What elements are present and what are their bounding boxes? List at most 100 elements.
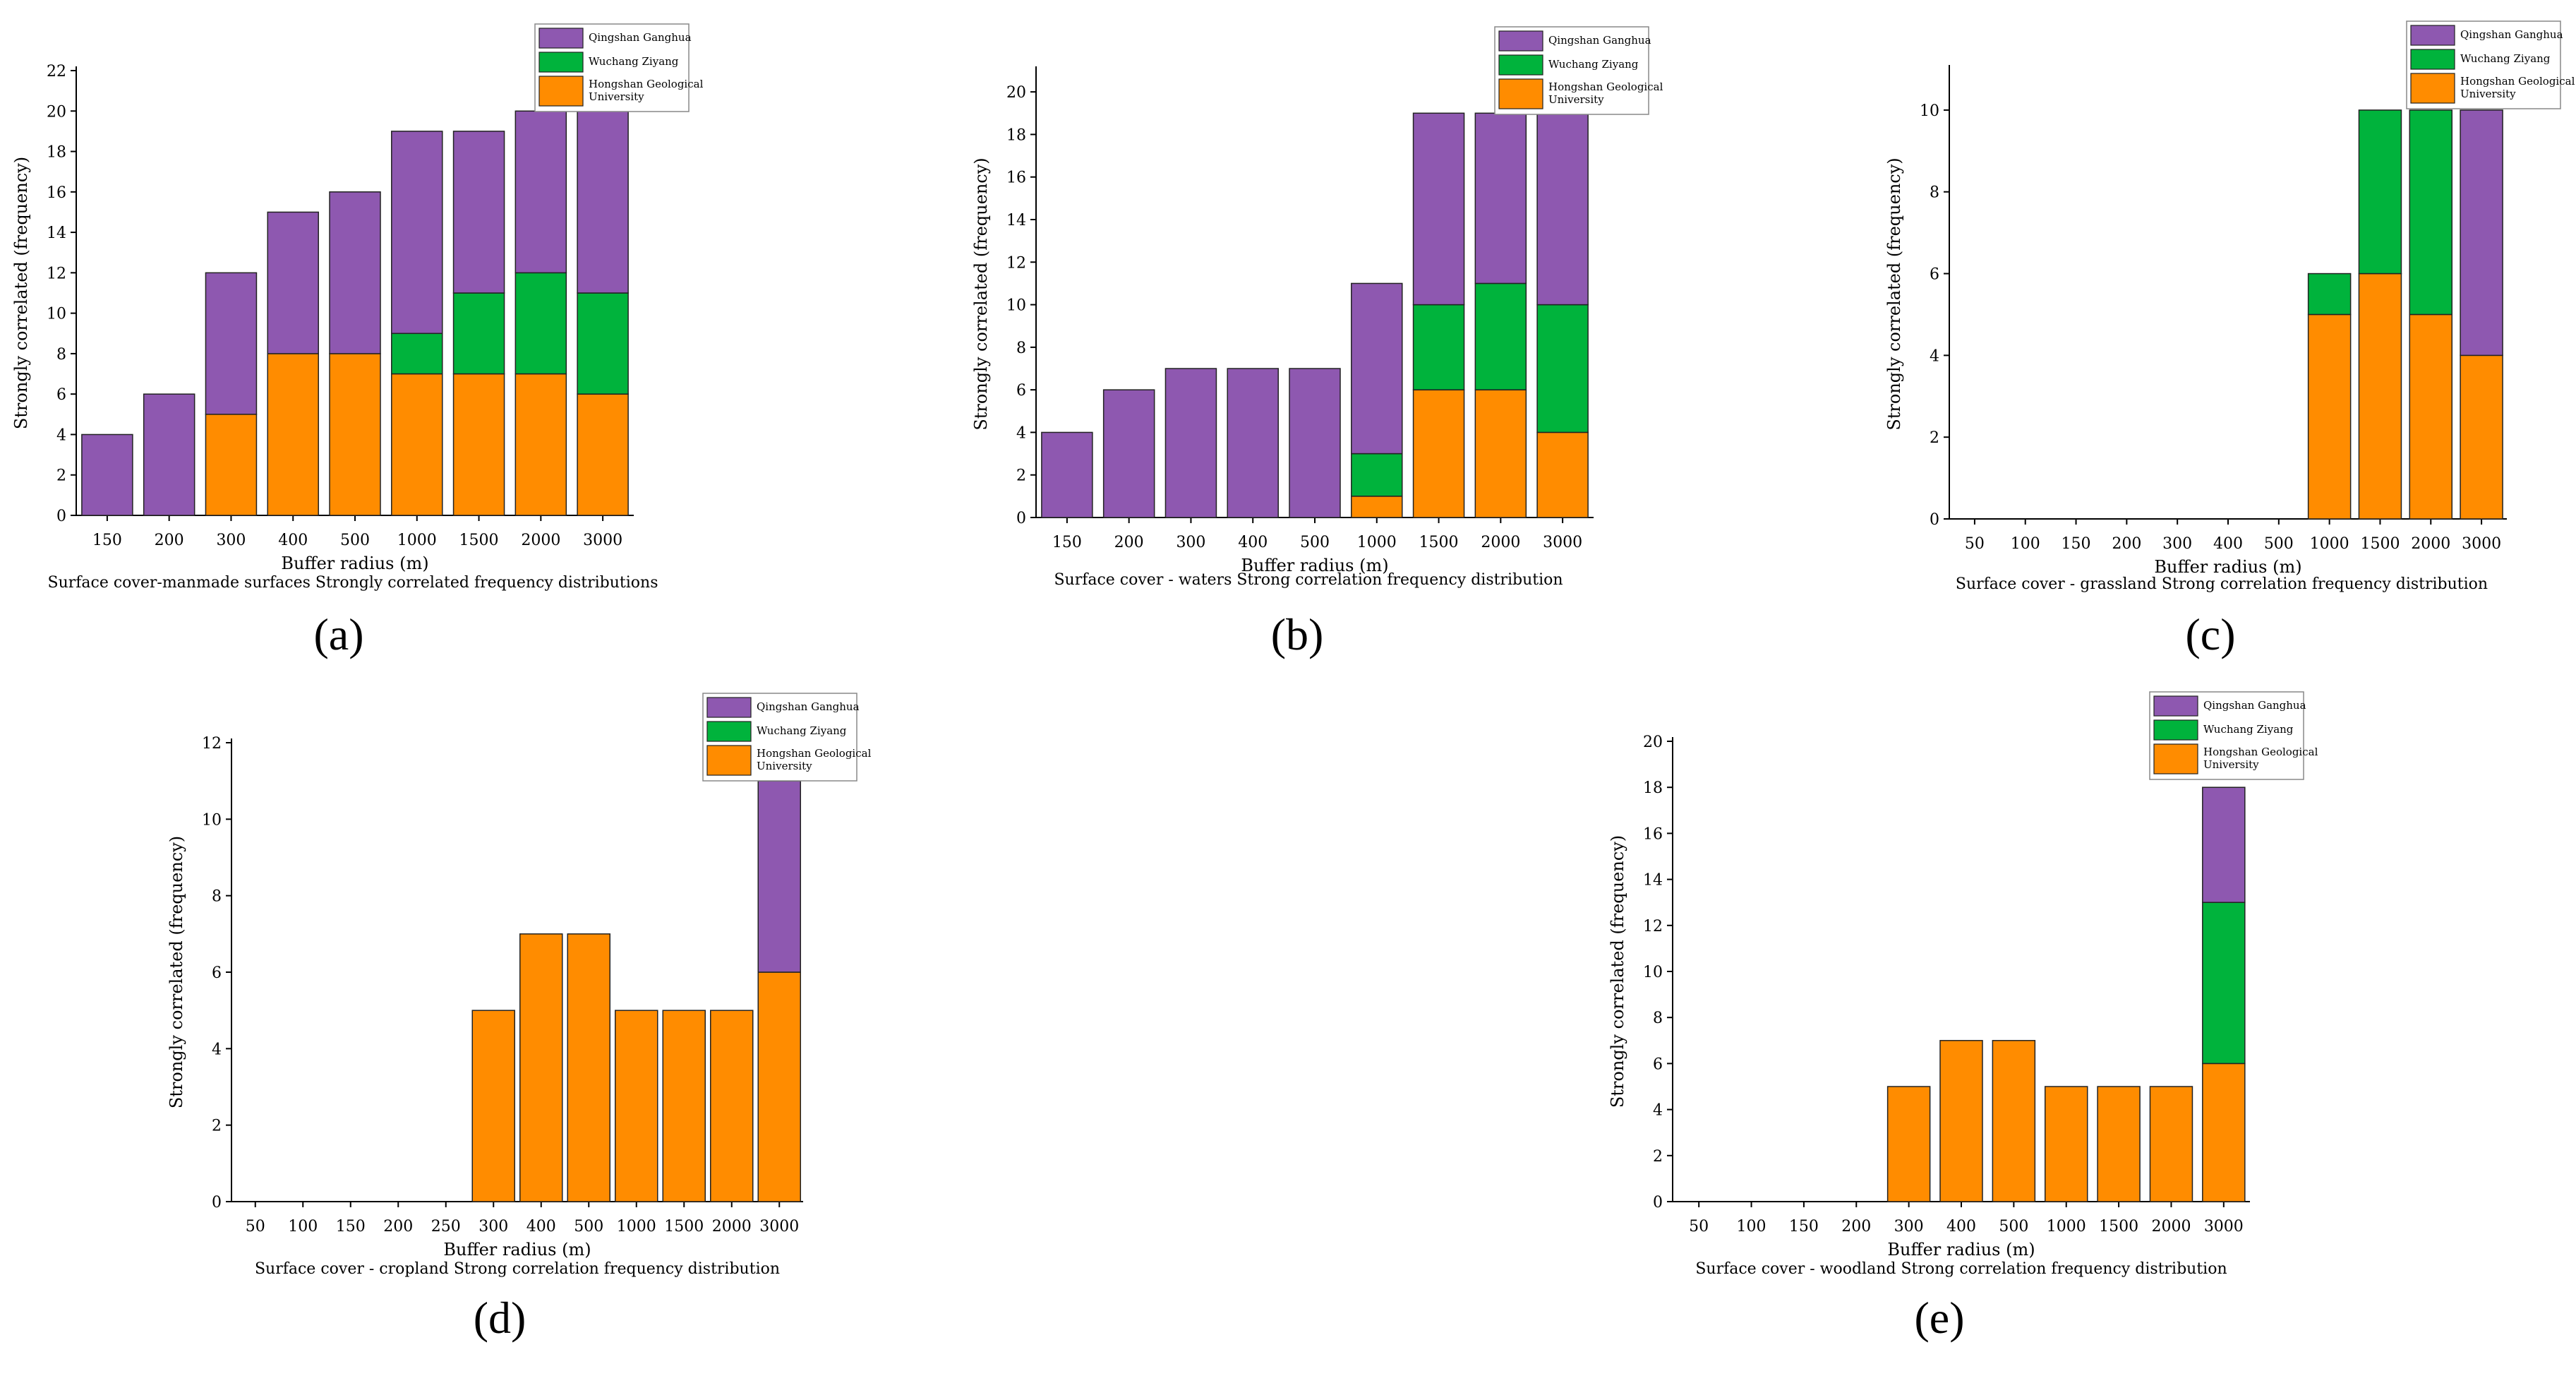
y-tick-label: 20: [47, 103, 66, 121]
bar-segment: [81, 433, 133, 516]
y-tick-label: 6: [56, 386, 66, 404]
bar-segment: [143, 393, 195, 516]
y-tick-label: 0: [1016, 510, 1026, 527]
x-tick-label: 3000: [2204, 1218, 2244, 1236]
y-tick-label: 2: [56, 467, 66, 485]
bar-segment: [662, 1010, 706, 1202]
x-axis-title: Buffer radius (m): [1887, 1240, 2035, 1260]
x-tick-label: 1000: [617, 1218, 656, 1236]
x-tick-label: 3000: [2462, 535, 2501, 553]
x-tick-label: 1500: [664, 1218, 704, 1236]
bar-segment: [2202, 1063, 2246, 1202]
legend-swatch: [2410, 73, 2455, 104]
x-tick-label: 50: [1965, 535, 1985, 553]
y-tick-label: 2: [1930, 429, 1939, 447]
x-axis-title: Buffer radius (m): [443, 1240, 591, 1260]
legend-swatch: [538, 28, 584, 49]
y-tick-label: 6: [1016, 382, 1026, 400]
bar-segment: [329, 353, 381, 516]
y-tick-label: 16: [47, 184, 66, 202]
legend-label-line2: University: [1548, 93, 1604, 106]
y-tick-label: 20: [1643, 734, 1663, 751]
x-tick-label: 400: [278, 532, 308, 549]
y-tick-label: 16: [1643, 825, 1663, 843]
bar-segment: [1412, 304, 1465, 390]
y-tick-label: 4: [56, 426, 66, 444]
x-tick-label: 250: [431, 1218, 461, 1236]
bar-segment: [1992, 1040, 2036, 1202]
bar-segment: [615, 1010, 658, 1202]
x-tick-label: 500: [574, 1218, 603, 1236]
bar-segment: [757, 971, 801, 1202]
y-tick-label: 22: [47, 63, 66, 80]
bar-segment: [1939, 1040, 1983, 1202]
bar-segment: [2409, 109, 2453, 316]
legend-label: Wuchang Ziyang: [2460, 52, 2551, 65]
x-tick-label: 300: [1176, 534, 1205, 551]
bar-segment: [757, 780, 801, 973]
legend-swatch: [538, 52, 584, 73]
legend-label: Hongshan Geological: [589, 78, 704, 90]
x-tick-label: 100: [2011, 535, 2040, 553]
x-axis-title: Buffer radius (m): [1241, 556, 1388, 575]
chart-panel-c: 0 2 4 6 8 10 50 100 150 200 300 400 500 1000 1500 2000 3…: [1884, 20, 2575, 659]
x-tick-label: 2000: [2151, 1218, 2191, 1236]
bar-segment: [577, 110, 629, 294]
y-tick-label: 0: [56, 508, 66, 525]
legend-label: Qingshan Ganghua: [2460, 28, 2563, 41]
bar-segment: [391, 333, 443, 375]
bar-segment: [1351, 282, 1403, 455]
x-tick-label: 500: [1999, 1218, 2028, 1236]
y-tick-label: 18: [47, 144, 66, 162]
x-tick-label: 2000: [712, 1218, 752, 1236]
legend-label-line2: University: [757, 760, 812, 772]
x-tick-label: 50: [1689, 1218, 1709, 1236]
legend-swatch: [2153, 695, 2198, 717]
legend-label: Wuchang Ziyang: [2203, 723, 2294, 736]
legend-label: Qingshan Ganghua: [1548, 34, 1651, 47]
y-tick-label: 4: [1930, 347, 1939, 365]
y-tick-label: 2: [212, 1118, 222, 1135]
legend-swatch: [538, 76, 584, 107]
x-tick-label: 3000: [1543, 534, 1582, 551]
x-tick-label: 1500: [1419, 534, 1459, 551]
bar-segment: [2307, 313, 2352, 520]
y-tick-label: 10: [1643, 964, 1663, 981]
bar-segment: [710, 1010, 754, 1202]
bar-segment: [267, 353, 319, 516]
bar-segment: [2044, 1086, 2088, 1202]
y-tick-label: 4: [1016, 424, 1026, 442]
x-tick-label: 300: [2162, 535, 2192, 553]
x-tick-label: 150: [1052, 534, 1082, 551]
bar-segment: [2358, 109, 2402, 275]
bar-segment: [329, 191, 381, 354]
x-tick-label: 200: [383, 1218, 413, 1236]
y-tick-label: 8: [212, 888, 222, 906]
legend-label: Hongshan Geological: [1548, 80, 1663, 93]
legend-label: Wuchang Ziyang: [589, 55, 679, 68]
bar-segment: [267, 211, 319, 354]
bar-segment: [2409, 313, 2453, 520]
chart-caption: Surface cover - waters Strong correlatio…: [1054, 571, 1563, 589]
y-tick-label: 12: [47, 265, 66, 282]
chart-legend: Qingshan Ganghua Wuchang Ziyang Hongshan G…: [1494, 26, 1663, 115]
chart-caption: Surface cover-manmade surfaces Strongly …: [48, 574, 658, 592]
y-tick-label: 10: [1920, 102, 1939, 120]
x-tick-label: 1500: [2360, 535, 2400, 553]
y-tick-label: 4: [1653, 1102, 1663, 1120]
bar-segment: [2202, 786, 2246, 903]
x-tick-label: 2000: [1481, 534, 1520, 551]
x-tick-label: 500: [340, 532, 370, 549]
y-tick-label: 10: [202, 811, 222, 829]
legend-label-line2: University: [2203, 758, 2259, 771]
bar-segment: [514, 110, 567, 274]
bar-segment: [1412, 389, 1465, 518]
bar-segment: [1474, 389, 1527, 518]
bar-segment: [2097, 1086, 2141, 1202]
bar-segment: [1536, 304, 1589, 433]
y-tick-label: 8: [56, 346, 66, 364]
legend-label: Qingshan Ganghua: [589, 31, 692, 44]
y-tick-label: 14: [1006, 212, 1026, 229]
y-tick-label: 6: [1930, 266, 1939, 284]
